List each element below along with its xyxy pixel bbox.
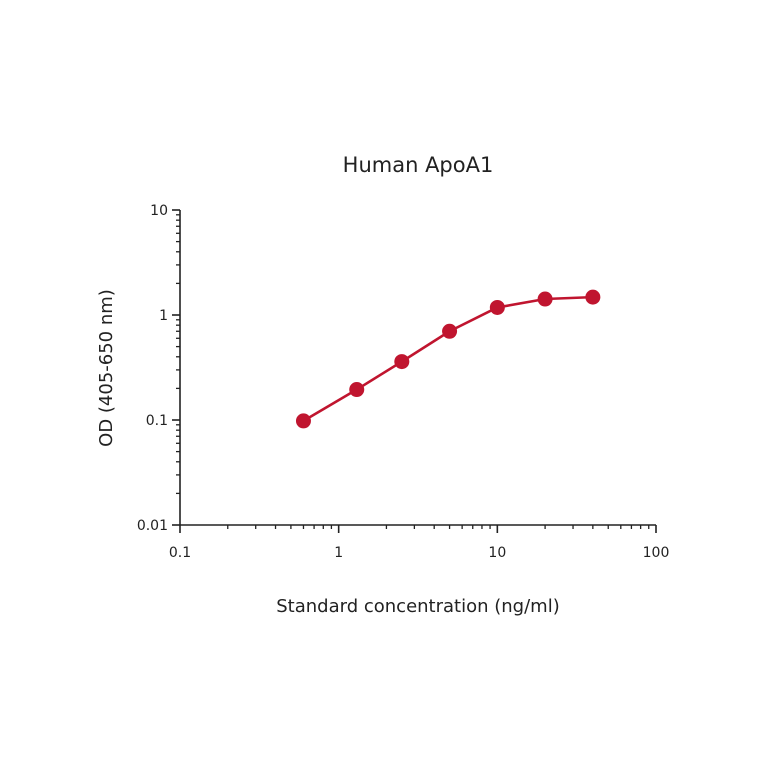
x-tick-label: 1 bbox=[334, 545, 343, 561]
series-line bbox=[302, 295, 593, 423]
x-tick-label: 0.1 bbox=[169, 545, 191, 561]
y-tick-label: 0.01 bbox=[137, 518, 168, 534]
x-axis-label: Standard concentration (ng/ml) bbox=[276, 596, 559, 617]
chart-title: Human ApoA1 bbox=[343, 153, 494, 177]
x-tick-label: 100 bbox=[643, 545, 670, 561]
y-tick-label: 10 bbox=[150, 203, 168, 219]
x-tick-label: 10 bbox=[488, 545, 506, 561]
y-tick-label: 1 bbox=[159, 308, 168, 324]
y-axis-label: OD (405-650 nm) bbox=[96, 289, 117, 447]
data-point bbox=[489, 299, 505, 315]
data-point bbox=[537, 291, 553, 307]
data-point bbox=[585, 289, 601, 305]
data-point bbox=[295, 413, 311, 429]
series-layer bbox=[295, 289, 601, 429]
data-point bbox=[442, 323, 458, 339]
data-point bbox=[349, 382, 365, 398]
y-tick-label: 0.1 bbox=[146, 413, 168, 429]
data-point bbox=[394, 354, 410, 370]
